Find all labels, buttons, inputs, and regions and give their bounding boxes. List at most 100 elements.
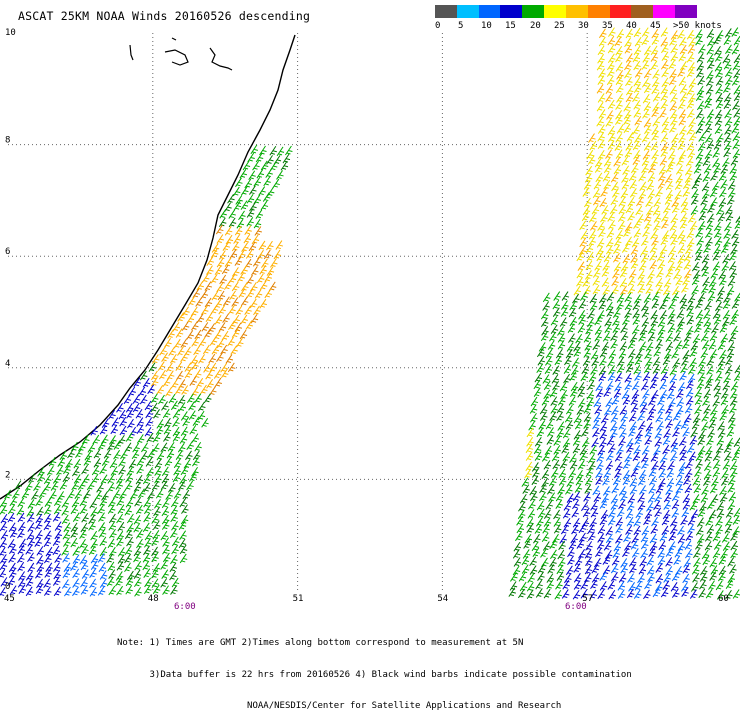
wind-barb: [181, 385, 189, 395]
wind-barb: [141, 442, 149, 453]
wind-barb: [686, 229, 694, 239]
wind-barb: [697, 507, 706, 518]
wind-barb: [725, 355, 733, 366]
wind-barb: [541, 477, 549, 488]
wind-barb: [685, 548, 693, 559]
wind-barb: [671, 491, 680, 502]
wind-barb: [596, 116, 604, 127]
wind-barb: [161, 466, 170, 477]
wind-barb: [657, 259, 666, 270]
wind-barb: [678, 36, 687, 47]
wind-barb: [594, 261, 602, 271]
wind-barb: [285, 145, 293, 156]
wind-barb: [536, 363, 544, 374]
wind-barb: [655, 277, 663, 288]
wind-barb: [163, 432, 171, 442]
wind-barb: [259, 145, 267, 156]
wind-barb: [701, 261, 709, 272]
wind-barb: [673, 332, 681, 342]
wind-barb: [194, 393, 202, 404]
wind-barb: [641, 459, 649, 470]
wind-barb: [668, 75, 677, 86]
wind-barb: [727, 557, 735, 567]
wind-barb: [707, 203, 715, 214]
wind-barb: [196, 377, 204, 388]
wind-barb: [108, 585, 116, 596]
wind-barb: [189, 376, 197, 386]
wind-barb: [645, 276, 654, 287]
wind-barb: [108, 520, 116, 531]
wind-barb: [680, 197, 689, 208]
wind-barb: [273, 249, 282, 260]
wind-barb: [695, 91, 704, 101]
wind-barb: [713, 221, 722, 232]
wind-barb: [522, 484, 530, 494]
wind-barb: [253, 305, 261, 316]
wind-barb: [640, 403, 648, 414]
wind-barb: [722, 380, 730, 391]
wind-barb: [568, 468, 576, 479]
wind-barb: [614, 381, 622, 392]
wind-barb: [126, 523, 134, 533]
wind-barb: [650, 141, 659, 151]
wind-barb: [615, 52, 623, 63]
wind-barb: [265, 168, 273, 178]
wind-barb: [656, 252, 665, 262]
wind-barb: [142, 474, 151, 485]
wind-barb: [269, 145, 277, 156]
wind-barb: [562, 508, 571, 519]
wind-barb: [728, 413, 736, 423]
wind-barb: [559, 317, 568, 327]
wind-barb: [627, 211, 635, 222]
wind-barb: [578, 299, 586, 310]
wind-barb: [589, 293, 598, 304]
wind-barb: [617, 357, 625, 367]
wind-barb: [206, 265, 214, 275]
wind-barb: [246, 193, 255, 204]
wind-barb: [727, 483, 735, 493]
wind-barb: [624, 44, 633, 54]
wind-barb: [17, 578, 26, 588]
wind-barb: [677, 29, 685, 40]
wind-barb: [717, 428, 726, 438]
wind-barb: [211, 290, 220, 301]
wind-barb: [63, 537, 71, 547]
wind-barb: [603, 252, 612, 263]
footnote: Note: 1) Times are GMT 2)Times along bot…: [117, 617, 632, 722]
wind-barb: [651, 77, 660, 88]
wind-barb: [143, 497, 151, 508]
wind-barb: [577, 261, 586, 271]
wind-barb: [227, 362, 236, 373]
wind-barb: [533, 379, 542, 390]
wind-barb: [35, 496, 43, 507]
legend-swatch-7: [587, 5, 610, 18]
wind-barb: [583, 197, 592, 208]
wind-barb: [724, 28, 733, 38]
wind-barb: [706, 53, 715, 63]
wind-barb: [545, 348, 554, 359]
wind-barb: [517, 588, 526, 599]
wind-barb: [70, 528, 78, 539]
wind-barb: [623, 123, 632, 134]
wind-barb: [549, 331, 557, 342]
wind-barb: [689, 220, 698, 231]
coastline-somalia: [0, 34, 296, 500]
wind-barb: [641, 525, 650, 536]
wind-barb: [126, 408, 134, 419]
wind-barb: [654, 507, 662, 518]
wind-barb: [650, 310, 658, 320]
wind-barb: [722, 53, 730, 64]
wind-barb: [607, 35, 615, 46]
wind-barb: [661, 123, 669, 134]
wind-barb: [225, 354, 234, 364]
wind-barb: [618, 486, 627, 496]
wind-barb: [74, 489, 82, 500]
wind-barb: [246, 217, 254, 227]
wind-barb: [595, 547, 603, 558]
wind-barb: [677, 230, 685, 240]
time-label: 6:00: [565, 602, 587, 612]
wind-barb: [191, 360, 199, 371]
wind-barb: [126, 513, 135, 524]
wind-barb: [191, 320, 199, 331]
